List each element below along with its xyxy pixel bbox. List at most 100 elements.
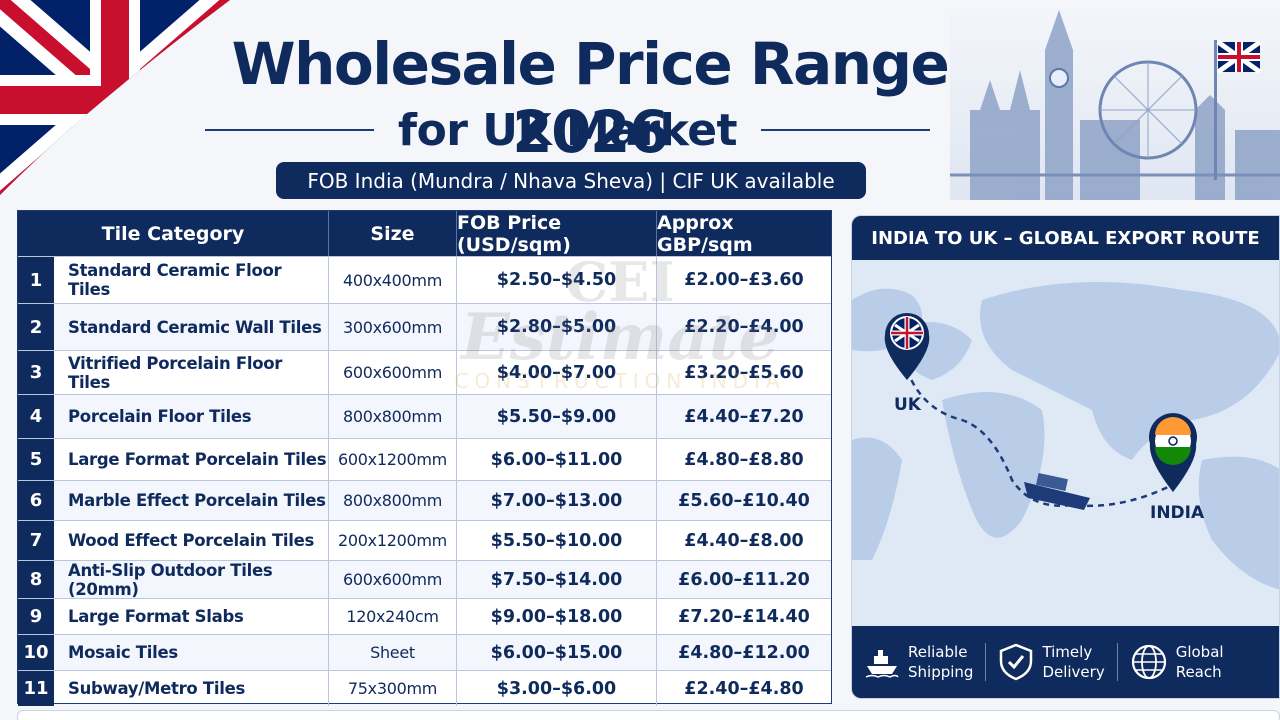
page-title: Wholesale Price Range 2026 [231,30,950,166]
table-row: 10 Mosaic Tiles Sheet $6.00–$15.00 £4.80–£12… [18,634,831,670]
tile-category-cell: Standard Ceramic Wall Tiles [54,304,329,350]
size-cell: 200x1200mm [329,521,457,560]
row-number: 4 [18,395,54,438]
fob-price-cell: $7.00–$13.00 [457,481,657,520]
row-number: 3 [18,351,54,394]
header-gbp: Approx GBP/sqm [657,211,753,256]
size-cell: 600x1200mm [329,439,457,480]
fob-price-cell: $5.50–$10.00 [457,521,657,560]
gbp-price-cell: £3.20–£5.60 [684,362,804,383]
london-skyline-illustration [950,0,1280,200]
gbp-price-cell: £2.20–£4.00 [657,304,831,350]
fob-price-cell: $7.50–$14.00 [457,561,657,598]
header-fob: FOB Price (USD/sqm) [457,211,657,256]
globe-icon [1131,644,1166,680]
size-cell: 400x400mm [329,257,457,303]
table-body: 1 Standard Ceramic Floor Tiles 400x400mm $2… [18,256,831,706]
tile-category-cell: Large Format Porcelain Tiles [54,439,329,480]
row-number: 10 [18,635,54,670]
shield-check-icon [1000,643,1033,681]
gbp-price-cell: £4.80–£12.00 [657,635,831,670]
row-number: 5 [18,439,54,480]
table-row: 8 Anti-Slip Outdoor Tiles (20mm) 600x600mm… [18,560,831,599]
feature-timely-delivery: Timely Delivery [986,642,1116,682]
uk-label: UK [894,395,922,415]
size-cell: 800x800mm [329,481,457,520]
row-number: 2 [18,304,54,350]
route-features-bar: Reliable Shipping Timely Delivery Global Re… [852,626,1279,698]
world-map: UK INDIA [852,260,1279,628]
union-jack-corner-flag [0,0,230,195]
gbp-price-cell: £4.80–£8.80 [684,449,804,470]
size-cell: 600x600mm [329,351,457,394]
row-number: 6 [18,481,54,520]
table-row: 5 Large Format Porcelain Tiles 600x1200mm $… [18,438,831,480]
size-cell: 120x240cm [329,599,457,634]
bottom-strip [17,710,1280,720]
size-cell: 75x300mm [329,671,457,706]
fob-price-cell: $6.00–$11.00 [457,439,657,480]
row-number: 11 [18,671,54,706]
row-number: 8 [18,561,54,598]
gbp-price-cell: £5.60–£10.40 [657,481,831,520]
feature-reliable-shipping: Reliable Shipping [852,642,985,682]
feature-divider [1116,643,1118,681]
fob-price-cell: $5.50–$9.00 [457,395,657,438]
india-location-pin [1149,413,1197,492]
feature-global-reach: Global Reach [1118,642,1236,682]
tile-category-cell: Vitrified Porcelain Floor Tiles [54,351,329,394]
table-header: Tile Category Size FOB Price (USD/sqm) A… [18,211,831,256]
size-cell: Sheet [329,635,457,670]
row-number: 1 [18,257,54,303]
size-cell: 600x600mm [329,561,457,598]
gbp-price-cell: £4.40–£8.00 [684,530,804,551]
fob-price-cell: $4.00–$7.00 [457,351,657,394]
fob-price-cell: $2.50–$4.50 [457,257,657,303]
tile-category-cell: Subway/Metro Tiles [54,671,329,706]
header-category: Tile Category [18,211,329,256]
size-cell: 800x800mm [329,395,457,438]
cargo-ship-icon [1024,473,1090,510]
india-label: INDIA [1150,503,1205,523]
row-number: 9 [18,599,54,634]
gbp-price-cell: £4.40–£7.20 [657,395,831,438]
table-row: 1 Standard Ceramic Floor Tiles 400x400mm $2… [18,256,831,303]
row-number: 7 [18,521,54,560]
tile-category-cell: Marble Effect Porcelain Tiles [54,481,329,520]
table-row: 9 Large Format Slabs 120x240cm $9.00–$18.00… [18,598,831,634]
page-subtitle: for UK Market [397,104,738,156]
tile-category-cell: Wood Effect Porcelain Tiles [54,521,329,560]
price-table: Tile Category Size FOB Price (USD/sqm) A… [17,210,832,706]
subtitle-row: for UK Market [205,104,931,156]
subtitle-divider-right [761,129,931,131]
gbp-price-cell: £2.40–£4.80 [684,678,804,699]
table-row: 7 Wood Effect Porcelain Tiles 200x1200mm $5… [18,520,831,560]
export-route-panel: INDIA TO UK – GLOBAL EXPORT ROUTE UK [851,215,1280,699]
tile-category-cell: Anti-Slip Outdoor Tiles (20mm) [54,561,329,599]
size-cell: 300x600mm [329,304,457,350]
route-heading: INDIA TO UK – GLOBAL EXPORT ROUTE [852,216,1279,260]
table-row: 11 Subway/Metro Tiles 75x300mm $3.00–$6.00 £… [18,670,831,706]
feature-divider [985,643,987,681]
tile-category-cell: Standard Ceramic Floor Tiles [54,257,329,303]
tile-category-cell: Porcelain Floor Tiles [54,395,329,438]
table-row: 2 Standard Ceramic Wall Tiles 300x600mm $2.… [18,303,831,350]
subtitle-divider-left [205,129,374,131]
fob-price-cell: $6.00–$15.00 [457,635,657,670]
table-row: 6 Marble Effect Porcelain Tiles 800x800mm $… [18,480,831,520]
uk-location-pin [884,313,930,380]
gbp-price-cell: £7.20–£14.40 [678,606,810,627]
header-size: Size [329,211,457,256]
tile-category-cell: Mosaic Tiles [54,635,329,670]
fob-price-cell: $2.80–$5.00 [457,304,657,350]
uk-flag-icon [1216,39,1262,75]
ship-icon [865,650,899,678]
fob-price-cell: $3.00–$6.00 [457,671,657,706]
gbp-price-cell: £2.00–£3.60 [684,270,804,290]
tile-category-cell: Large Format Slabs [54,599,329,634]
fob-note-badge: FOB India (Mundra / Nhava Sheva) | CIF U… [276,162,866,199]
table-row: 4 Porcelain Floor Tiles 800x800mm $5.50–$9.… [18,394,831,438]
gbp-price-cell: £6.00–£11.20 [657,561,831,598]
table-row: 3 Vitrified Porcelain Floor Tiles 600x600m… [18,350,831,394]
fob-price-cell: $9.00–$18.00 [457,599,657,634]
